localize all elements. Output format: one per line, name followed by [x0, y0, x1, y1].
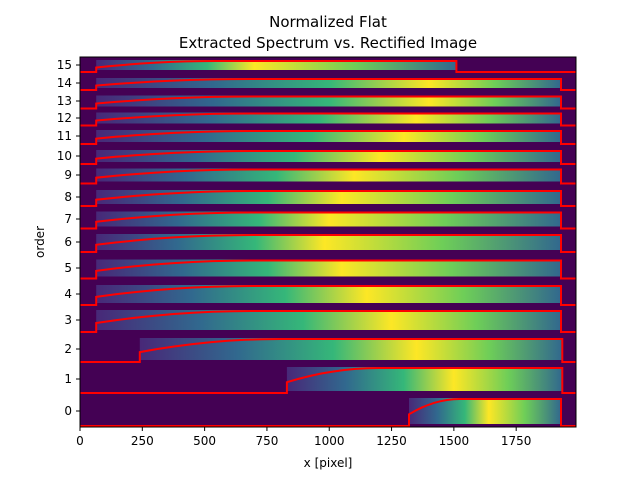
y-tick-label: 6: [64, 235, 72, 249]
y-tick-label: 3: [64, 313, 72, 327]
spectrum-curve: [80, 150, 576, 165]
x-tick-label: 1250: [376, 434, 407, 448]
x-tick-label: 250: [131, 434, 154, 448]
spectrum-curve: [80, 168, 576, 185]
y-tick-label: 2: [64, 342, 72, 356]
spectrum-curve: [80, 338, 576, 363]
order-band: [409, 398, 561, 424]
order-band: [96, 234, 561, 250]
extracted-spectrum-curves: [80, 60, 576, 427]
chart-subtitle: Extracted Spectrum vs. Rectified Image: [179, 34, 477, 52]
spectrum-curve: [80, 130, 576, 145]
spectrum-curve: [80, 310, 576, 333]
spectrum-curve: [80, 285, 576, 306]
x-tick-label: 750: [255, 434, 278, 448]
spectrum-curve: [80, 190, 576, 207]
spectrum-curve: [80, 211, 576, 230]
spectrum-curve: [80, 398, 576, 427]
x-axis-label: x [pixel]: [304, 456, 353, 470]
spectrum-curve: [80, 78, 576, 91]
x-tick-label: 0: [76, 434, 84, 448]
y-tick-label: 11: [57, 129, 72, 143]
y-tick-label: 14: [57, 76, 72, 90]
spectrum-curve: [80, 367, 576, 394]
order-band: [96, 60, 457, 70]
order-band: [96, 168, 561, 182]
y-axis-label: order: [33, 226, 47, 258]
y-tick-label: 1: [64, 372, 72, 386]
y-tick-label: 9: [64, 168, 72, 182]
order-band: [96, 190, 561, 204]
order-band: [286, 367, 563, 391]
spectrum-curve: [80, 234, 576, 253]
order-band: [96, 112, 561, 124]
order-bands: [96, 60, 563, 424]
y-tick-label: 13: [57, 94, 72, 108]
order-band: [96, 285, 561, 303]
x-tick-label: 500: [193, 434, 216, 448]
y-tick-label: 15: [57, 58, 72, 72]
spectrum-curve: [80, 259, 576, 280]
spectrum-curve: [80, 60, 576, 73]
order-band: [96, 150, 561, 162]
order-band: [96, 259, 561, 277]
x-tick-label: 1000: [314, 434, 345, 448]
y-tick-label: 4: [64, 287, 72, 301]
y-tick-label: 10: [57, 149, 72, 163]
x-axis: 0 250 500 750 1000 1250 1500 1750: [76, 427, 531, 448]
x-tick-label: 1500: [439, 434, 470, 448]
order-band: [96, 95, 561, 107]
y-tick-label: 12: [57, 111, 72, 125]
y-tick-label: 5: [64, 261, 72, 275]
order-band: [96, 78, 561, 88]
order-band: [96, 310, 561, 330]
spectrum-curve: [80, 95, 576, 110]
order-band: [139, 338, 563, 360]
y-tick-label: 8: [64, 190, 72, 204]
order-band: [96, 130, 561, 142]
spectrum-curve: [80, 112, 576, 127]
y-tick-label: 7: [64, 212, 72, 226]
y-tick-label: 0: [64, 404, 72, 418]
chart-title: Normalized Flat: [269, 13, 387, 31]
order-band: [96, 211, 561, 227]
x-tick-label: 1750: [501, 434, 532, 448]
